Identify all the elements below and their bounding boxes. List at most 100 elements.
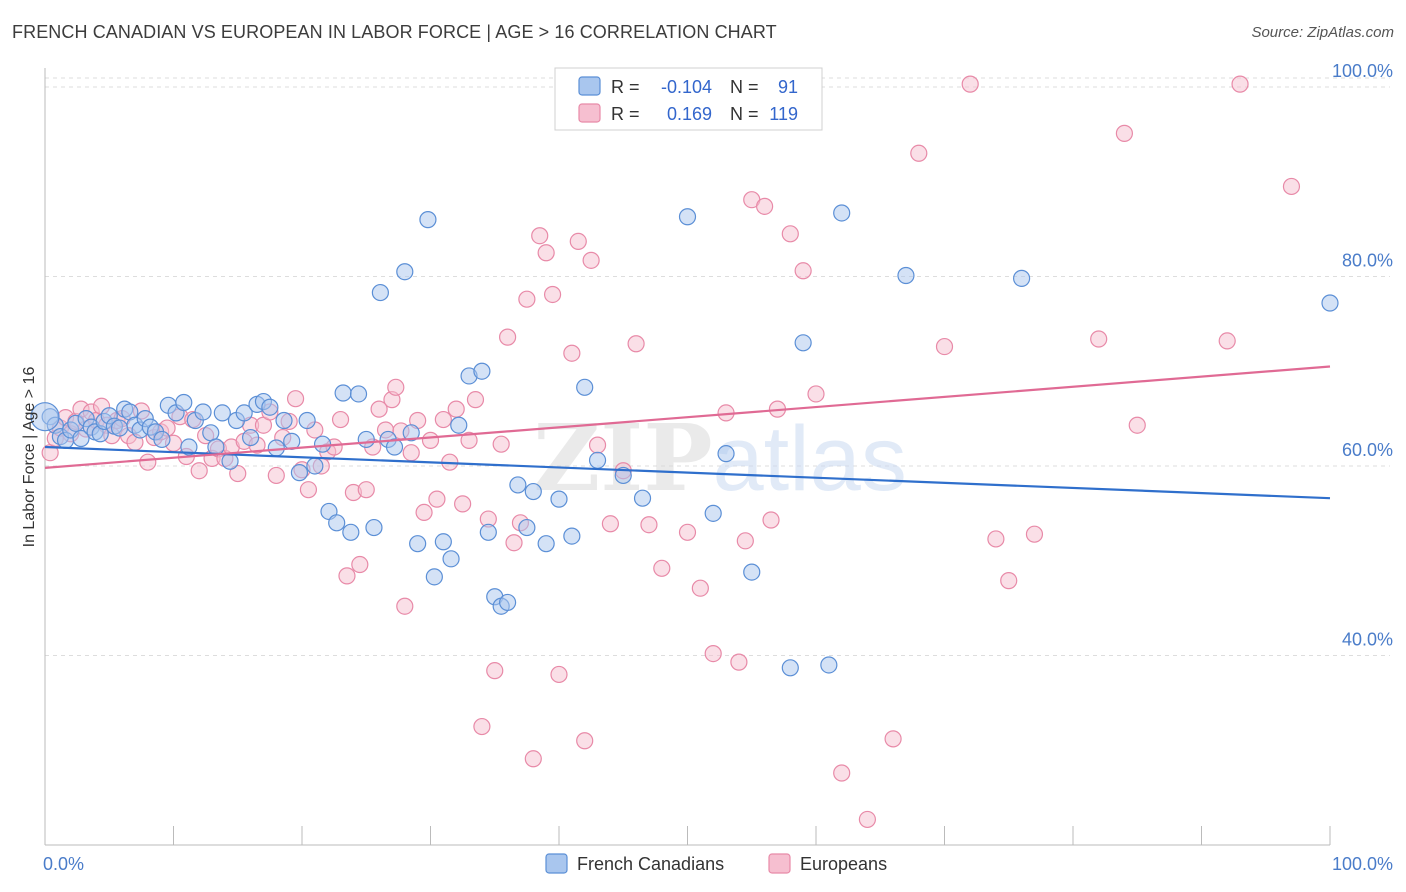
point-european <box>486 662 504 680</box>
y-tick-label: 40.0% <box>1342 629 1393 649</box>
point-european <box>653 559 671 577</box>
point-european <box>987 530 1005 548</box>
point-european <box>454 495 472 513</box>
point-european <box>1231 75 1249 93</box>
legend-swatch-blue <box>578 76 601 96</box>
point-french-canadian <box>1012 269 1031 287</box>
point-french-canadian <box>781 659 799 677</box>
point-european <box>299 481 318 499</box>
legend-swatch-pink <box>578 103 601 123</box>
point-european <box>421 431 440 449</box>
point-french-canadian <box>357 430 375 449</box>
x-tick-label: 100.0% <box>1332 854 1393 874</box>
point-european <box>1282 177 1301 196</box>
point-french-canadian <box>820 656 838 674</box>
legend-label-europeans: Europeans <box>800 854 887 874</box>
legend-swatch-europeans <box>768 853 791 874</box>
point-european <box>588 436 607 454</box>
point-french-canadian <box>180 438 198 456</box>
point-french-canadian <box>614 466 632 485</box>
point-french-canadian <box>313 435 332 453</box>
point-european <box>492 435 510 453</box>
point-european <box>1090 330 1108 348</box>
point-french-canadian <box>509 476 527 494</box>
point-european <box>338 567 356 585</box>
point-french-canadian <box>290 464 309 482</box>
x-tick-labels: 0.0% 100.0% <box>43 854 1393 874</box>
y-tick-label: 100.0% <box>1332 61 1393 81</box>
point-european <box>563 344 581 362</box>
point-french-canadian <box>537 535 555 553</box>
point-french-canadian <box>235 404 253 422</box>
point-french-canadian <box>396 263 414 281</box>
point-french-canadian <box>576 378 594 396</box>
point-european <box>550 665 568 684</box>
trend-line-europeans <box>44 365 1331 469</box>
point-european <box>139 453 157 471</box>
gridlines <box>45 77 1390 656</box>
point-european <box>627 335 645 353</box>
trend-lines <box>44 365 1331 500</box>
source-credit: Source: ZipAtlas.com <box>1251 24 1394 41</box>
chart-title: FRENCH CANADIAN VS EUROPEAN IN LABOR FOR… <box>12 22 777 42</box>
point-french-canadian <box>328 514 346 532</box>
point-european <box>460 431 478 449</box>
point-european <box>736 532 754 550</box>
point-french-canadian <box>563 527 581 545</box>
point-french-canadian <box>371 283 389 302</box>
point-french-canadian <box>550 490 568 508</box>
point-european <box>370 400 388 418</box>
point-european <box>543 285 562 304</box>
point-european <box>640 516 658 534</box>
point-french-canadian <box>202 424 220 442</box>
legend-r-label: R = <box>611 104 640 124</box>
point-european <box>794 262 812 280</box>
point-french-canadian <box>425 568 443 586</box>
legend-label-french-canadians: French Canadians <box>577 854 724 874</box>
point-french-canadian <box>588 451 607 469</box>
point-french-canadian <box>833 204 851 222</box>
point-european <box>505 534 523 552</box>
point-european <box>267 466 285 485</box>
point-french-canadian <box>402 424 420 442</box>
point-european <box>1218 332 1236 350</box>
point-french-canadian <box>334 384 352 402</box>
point-french-canadian <box>717 445 735 463</box>
point-french-canadian <box>743 563 761 581</box>
point-european <box>935 337 954 356</box>
point-french-canadian <box>349 385 368 403</box>
point-european <box>357 481 375 499</box>
point-french-canadian <box>409 535 427 553</box>
correlation-legend: R = -0.104 N = 91 R = 0.169 N = 119 <box>554 67 823 131</box>
point-european <box>601 515 620 533</box>
point-european <box>730 653 748 671</box>
point-european <box>762 511 780 529</box>
y-tick-labels: 40.0% 60.0% 80.0% 100.0% <box>1332 61 1393 650</box>
point-european <box>704 644 722 663</box>
point-french-canadian <box>110 419 129 437</box>
point-french-canadian <box>633 489 652 507</box>
legend-n-value: 119 <box>769 104 798 124</box>
y-tick-label: 60.0% <box>1342 440 1393 460</box>
point-french-canadian <box>242 428 260 447</box>
point-european <box>1128 416 1146 434</box>
point-european <box>396 597 414 615</box>
point-european <box>576 732 594 750</box>
point-european <box>537 244 555 262</box>
point-french-canadian <box>419 211 437 229</box>
legend-swatch-french-canadians <box>545 853 568 874</box>
point-french-canadian <box>499 593 517 612</box>
point-french-canadian <box>678 208 697 226</box>
point-european <box>331 410 350 429</box>
point-european <box>781 225 799 243</box>
point-european <box>910 144 928 162</box>
point-french-canadian <box>342 523 360 541</box>
point-french-canadian <box>518 518 536 537</box>
point-european <box>1115 124 1134 142</box>
point-french-canadian <box>275 411 293 430</box>
point-french-canadian <box>30 402 60 432</box>
point-european <box>691 579 709 597</box>
point-european <box>351 555 369 574</box>
point-european <box>434 410 452 429</box>
